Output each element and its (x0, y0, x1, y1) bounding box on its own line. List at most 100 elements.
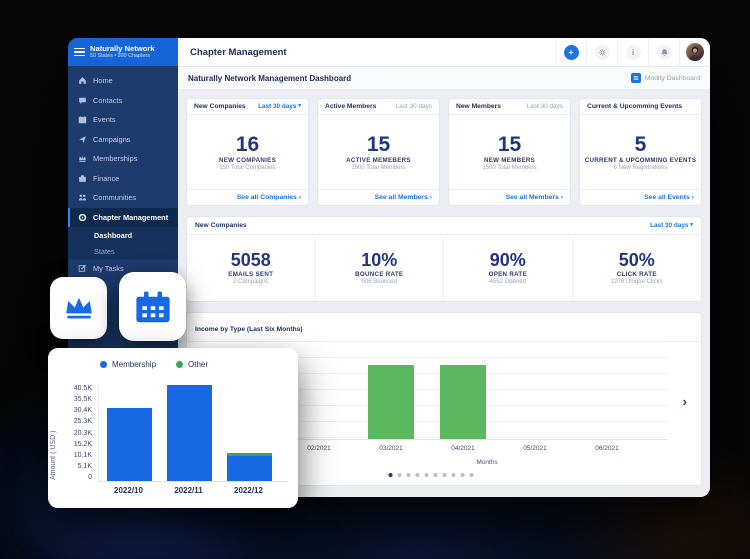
sidebar-item-label: My Tasks (93, 264, 124, 274)
carousel-dot[interactable] (397, 473, 402, 477)
see-all-companies-link[interactable]: See all Companies › (187, 189, 308, 205)
panel-title: New Companies (195, 222, 247, 229)
contacts-icon (79, 97, 86, 104)
stat-value: 5058 (230, 249, 271, 270)
caret-down-icon: ▾ (690, 222, 693, 228)
notifications-button[interactable] (648, 38, 679, 66)
sidebar-item-label: Campaigns (93, 134, 131, 144)
finance-icon (79, 175, 86, 182)
bar-segment-membership (167, 385, 212, 481)
info-button[interactable]: i (617, 38, 648, 66)
stat-value: 90% (489, 249, 526, 270)
income-bar (368, 365, 414, 439)
stat-click-rate: 50% CLICK RATE 2276 Unique Clicks (573, 235, 702, 301)
card-title: New Companies (194, 103, 246, 110)
card-filter[interactable]: Last 30 days (395, 103, 432, 110)
card-label: NEW COMPANIES (218, 157, 277, 165)
see-all-events-link[interactable]: See all Events › (580, 189, 701, 205)
sidebar-item-events[interactable]: Events (68, 110, 178, 130)
bar-segment-other (227, 452, 272, 457)
campaigns-icon (79, 135, 86, 143)
x-tick-label: 02/2021 (307, 445, 331, 452)
sidebar-item-label: Home (93, 76, 113, 86)
stat-label: BOUNCE RATE (355, 271, 404, 279)
card-sublabel: 150 Total Companies (219, 165, 276, 172)
sidebar-nav: Home Contacts Events Campaigns Membershi… (68, 66, 178, 279)
summary-cards-row: New Companies Last 30 days ▾ 16 NEW COMP… (186, 98, 702, 206)
sidebar-item-home[interactable]: Home (68, 71, 178, 91)
legend-other: Other (176, 360, 208, 369)
card-label: CURRENT & UPCOMMING EVENTS (584, 157, 697, 165)
carousel-dot[interactable] (424, 473, 429, 477)
card-current-upcoming-events: Current & Upcomming Events 5 CURRENT & U… (579, 98, 702, 206)
sidebar-header: Naturally Network 50 States • 300 Chapte… (68, 38, 178, 66)
income-chart-panel: Income by Type (Last Six Months) 02/2021… (186, 312, 702, 486)
carousel-dot[interactable] (442, 473, 447, 477)
bar-segment-membership (107, 407, 152, 481)
y-axis-ticks: 40.5K 35.5K 30.4K 25.3K 20.3K 15.2K 10.1K 5.… (73, 385, 92, 481)
brand-subtitle: 50 States • 300 Chapters (90, 53, 151, 60)
bar-2022-12 (227, 452, 272, 481)
stat-emails-sent: 5058 EMAILS SENT 2 Campaigns (187, 235, 316, 301)
settings-button[interactable] (586, 38, 617, 66)
tasks-icon (78, 265, 86, 272)
modify-dashboard-button[interactable]: Modify Dashboard (630, 73, 700, 83)
card-sublabel: 1500 Total Members (351, 165, 406, 172)
see-all-members-link[interactable]: See all Members › (449, 189, 570, 205)
chevron-right-icon: › (298, 194, 301, 201)
profile-button[interactable] (679, 38, 710, 66)
income-plot-grid (287, 341, 667, 440)
membership-crown-tile[interactable] (50, 277, 107, 339)
card-value: 5 (634, 132, 647, 156)
x-tick-label: 04/2021 (451, 445, 475, 452)
dashboard-title: Naturally Network Management Dashboard (188, 73, 352, 83)
card-filter[interactable]: Last 30 days (526, 103, 563, 110)
communities-icon (78, 194, 87, 201)
panel-filter-dropdown[interactable]: Last 30 days ▾ (650, 222, 693, 229)
carousel-dot[interactable] (388, 473, 393, 477)
sidebar-item-chapter-management[interactable]: Chapter Management (68, 207, 178, 227)
see-all-members-link[interactable]: See all Members › (318, 189, 439, 205)
carousel-dot[interactable] (451, 473, 456, 477)
chevron-right-icon: › (691, 194, 694, 201)
x-tick-label: 05/2021 (523, 445, 547, 452)
income-detail-chart-card: Membership Other Amount ( USD ) 40.5K 35.… (48, 348, 298, 508)
carousel-dot[interactable] (460, 473, 465, 477)
sidebar-item-campaigns[interactable]: Campaigns (68, 130, 178, 150)
brand-name: Naturally Network (90, 44, 155, 54)
card-title: Current & Upcomming Events (587, 103, 683, 110)
x-tick-label: 2022/10 (114, 486, 143, 495)
add-button[interactable]: + (555, 38, 586, 66)
sidebar-item-finance[interactable]: Finance (68, 169, 178, 189)
legend-membership: Membership (100, 360, 156, 369)
sidebar-item-label: Finance (93, 173, 120, 183)
sidebar-subitem-dashboard[interactable]: Dashboard (68, 227, 178, 243)
sidebar-item-my-tasks[interactable]: My Tasks (68, 259, 178, 279)
sidebar-item-label: Communities (93, 193, 137, 203)
hamburger-menu-icon[interactable] (74, 47, 85, 57)
carousel-dot[interactable] (433, 473, 438, 477)
sidebar-item-communities[interactable]: Communities (68, 188, 178, 208)
x-tick-label: 2022/12 (234, 486, 263, 495)
legend-dot-membership (100, 361, 107, 368)
detail-chart-x-labels: 2022/10 2022/11 2022/12 (98, 486, 288, 495)
sidebar-item-label: Contacts (93, 95, 123, 105)
sidebar-item-memberships[interactable]: Memberships (68, 149, 178, 169)
carousel-dot[interactable] (406, 473, 411, 477)
card-new-members: New Members Last 30 days 15 NEW MEMBERS … (448, 98, 571, 206)
card-sublabel: 6 New Registrations (613, 165, 668, 172)
page-title: Chapter Management (190, 46, 287, 58)
next-page-chevron[interactable]: › (682, 394, 687, 409)
stat-label: EMAILS SENT (228, 271, 274, 279)
sidebar-subitem-states[interactable]: States (68, 243, 178, 259)
card-value: 15 (497, 132, 522, 156)
sidebar-item-label: Chapter Management (93, 212, 169, 222)
stat-sublabel: 2 Campaigns (233, 279, 269, 286)
sidebar-item-label: Events (93, 115, 116, 125)
events-calendar-tile[interactable] (119, 272, 186, 341)
sidebar-item-contacts[interactable]: Contacts (68, 91, 178, 111)
carousel-dot[interactable] (415, 473, 420, 477)
card-filter-dropdown[interactable]: Last 30 days ▾ (258, 103, 301, 110)
carousel-dot[interactable] (469, 473, 474, 477)
stat-value: 50% (618, 249, 655, 270)
